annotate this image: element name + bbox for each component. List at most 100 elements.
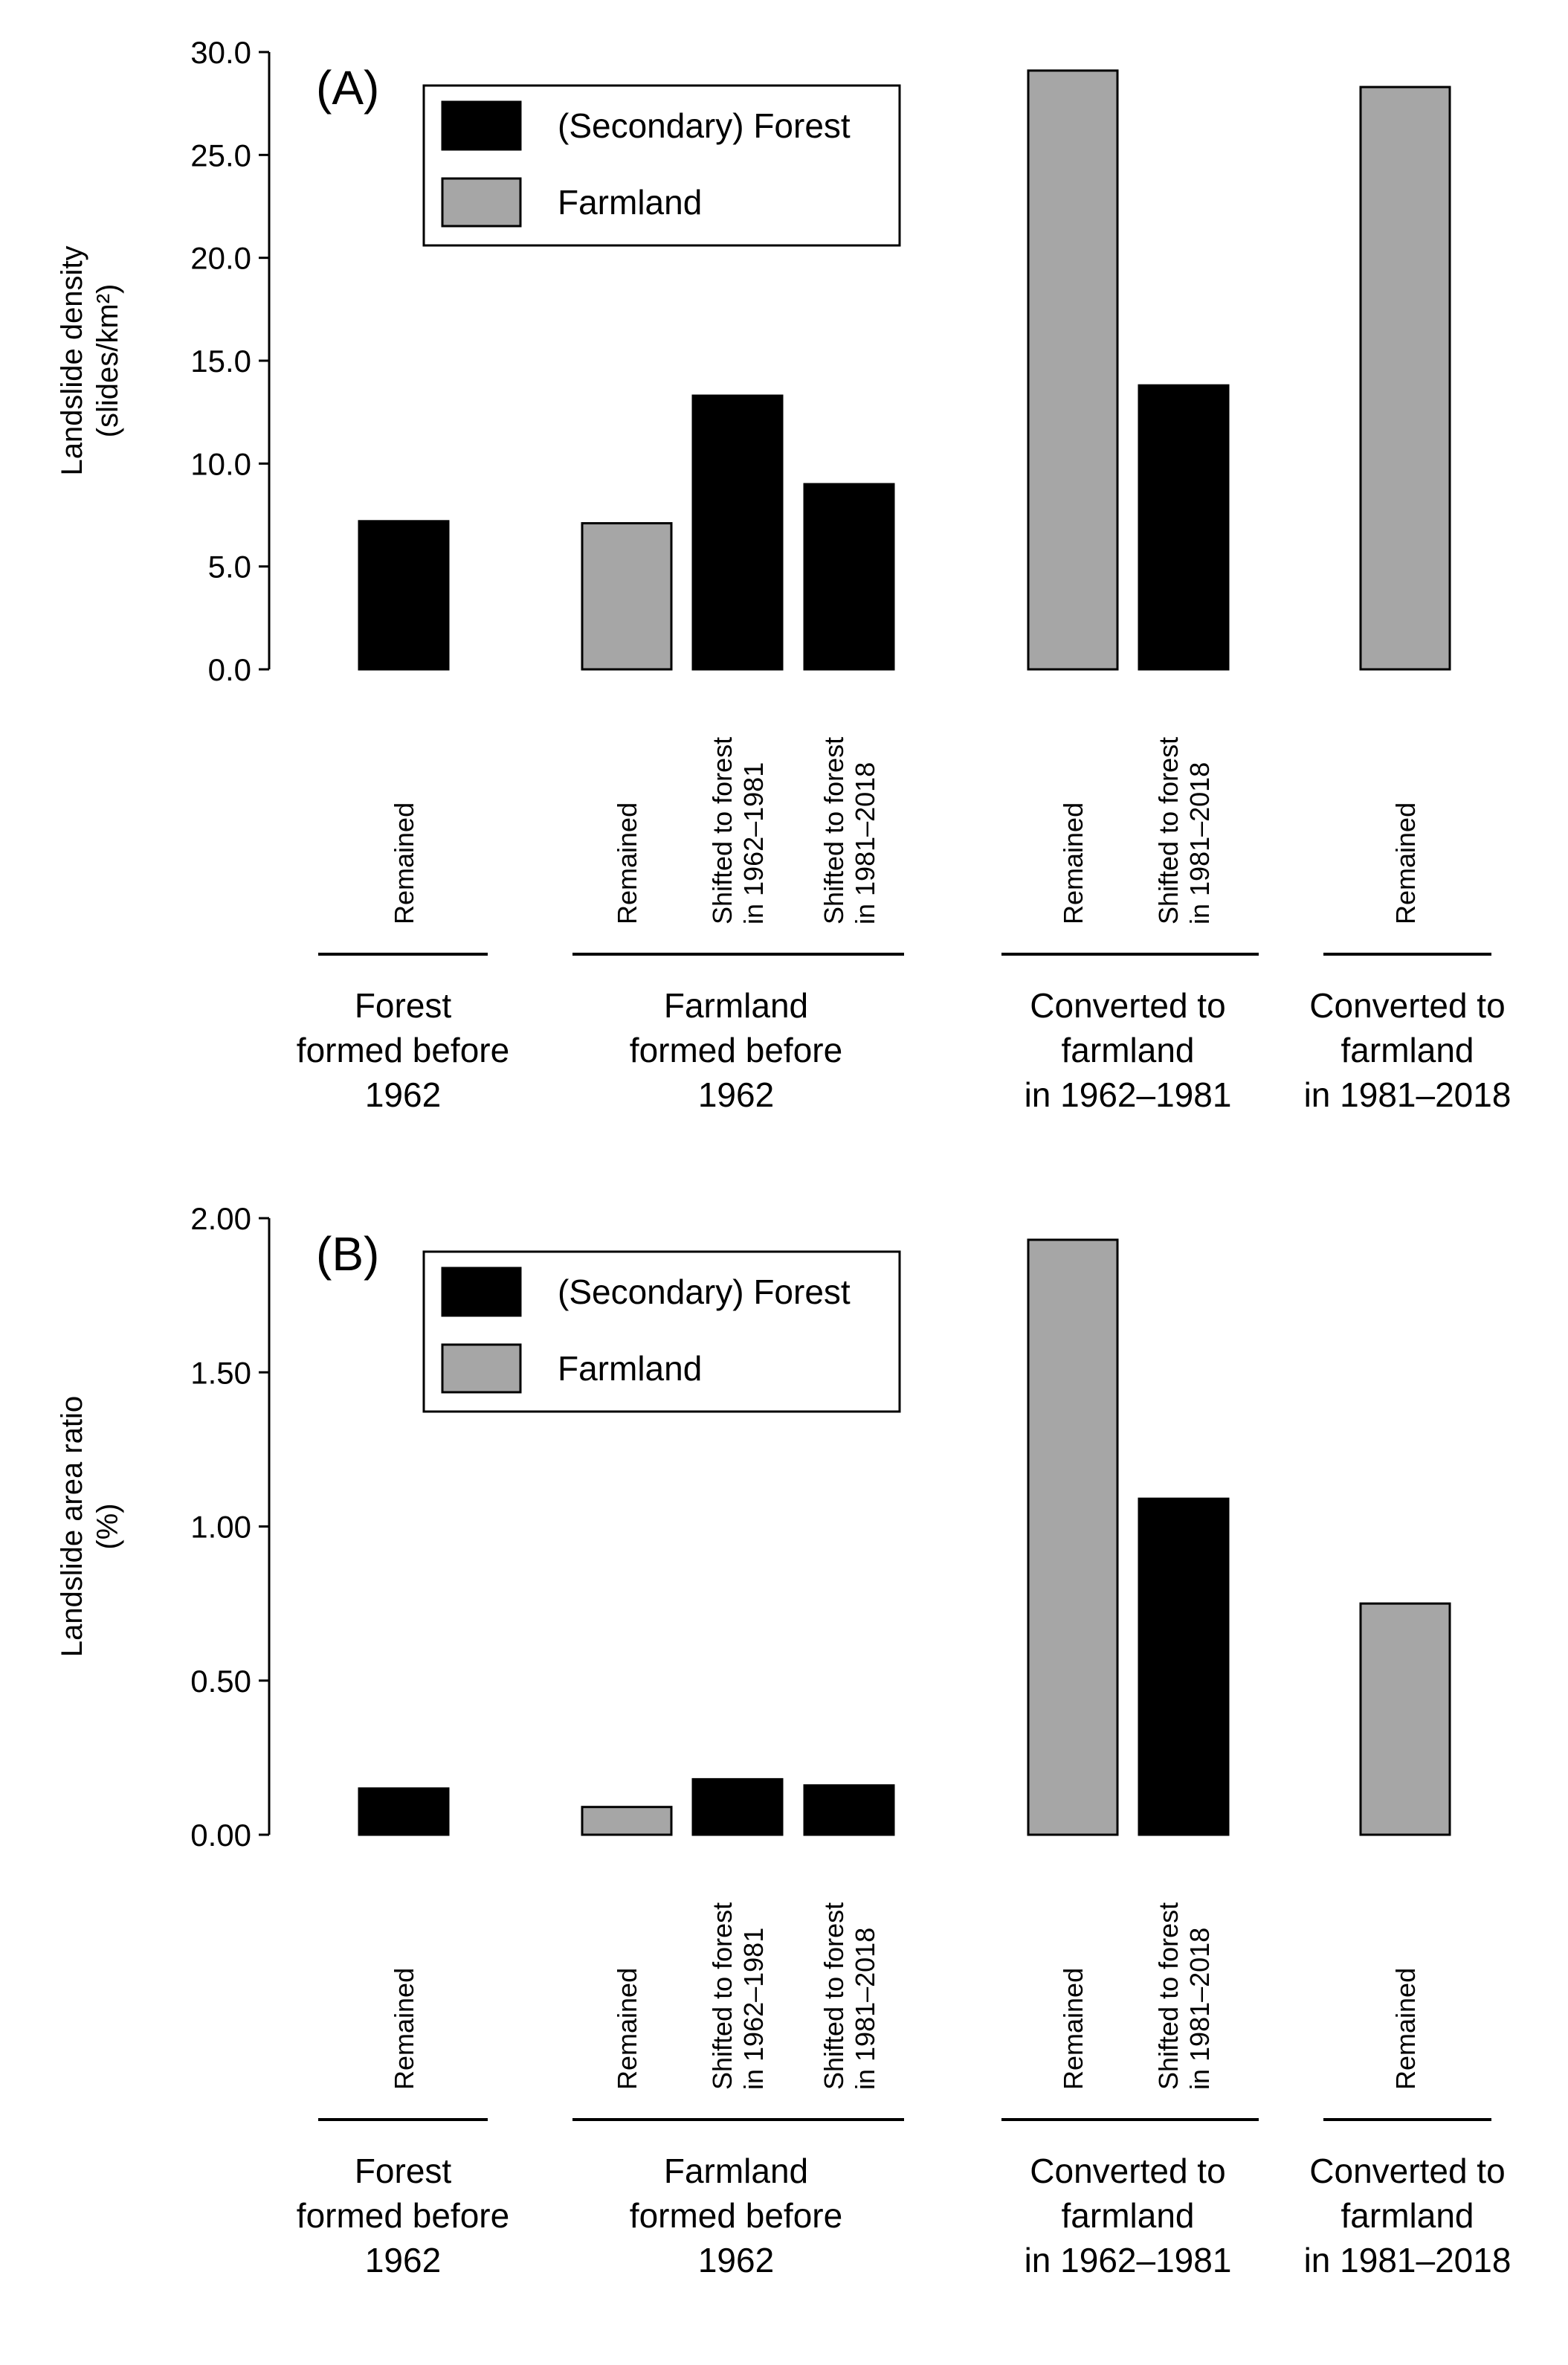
category-label-line: Shifted to forest	[1153, 737, 1184, 924]
y-tick-label: 1.00	[190, 1510, 251, 1545]
bar-farmland	[1027, 69, 1119, 671]
bar-farmland	[581, 1806, 673, 1836]
category-label: Remained	[389, 802, 419, 924]
bar-farmland	[1027, 1238, 1119, 1836]
category-label-line: Remained	[1390, 1968, 1421, 2090]
category-label: Remained	[612, 1968, 642, 2090]
category-label: Remained	[1390, 1968, 1421, 2090]
group-label-line: in 1962–1981	[1025, 1075, 1232, 1114]
bar-forest	[691, 394, 784, 671]
category-label: Shifted to forest in 1962–1981	[707, 1902, 769, 2090]
bar-forest	[358, 1787, 450, 1836]
category-label: Remained	[389, 1968, 419, 2090]
category-label-line: Shifted to forest	[707, 737, 738, 924]
legend-label-forest: (Secondary) Forest	[558, 106, 851, 145]
legend-label-farmland: Farmland	[558, 1349, 702, 1388]
bar-forest	[1138, 1497, 1230, 1836]
category-label-line: Shifted to forest	[1153, 1902, 1184, 2090]
y-tick-label: 2.00	[190, 1201, 251, 1236]
category-label-line: in 1981–2018	[1184, 1928, 1215, 2090]
category-label: Remained	[1390, 802, 1421, 924]
y-axis-title-line: (slides/km²)	[91, 284, 124, 438]
category-label-line: in 1962–1981	[738, 762, 769, 924]
group-label-line: formed before	[630, 2196, 842, 2235]
legend-swatch-farmland	[441, 177, 522, 228]
group-label-line: 1962	[365, 1075, 441, 1114]
category-label-line: Remained	[389, 1968, 419, 2090]
category-label-line: Remained	[1390, 802, 1421, 924]
group-label-line: 1962	[698, 1075, 774, 1114]
category-label-line: Remained	[612, 1968, 642, 2090]
y-axis-title-line: (%)	[91, 1503, 124, 1549]
group-label-line: farmland	[1062, 1031, 1195, 1069]
group-label-line: in 1962–1981	[1025, 2241, 1232, 2279]
category-label: Remained	[1058, 1968, 1088, 2090]
bar-farmland	[1359, 1602, 1451, 1836]
bar-farmland	[1359, 86, 1451, 671]
category-label-line: Remained	[1058, 802, 1088, 924]
legend-label-forest: (Secondary) Forest	[558, 1272, 851, 1311]
group-label-line: 1962	[365, 2241, 441, 2279]
category-label-line: Remained	[612, 802, 642, 924]
category-label-line: in 1981–2018	[1184, 762, 1215, 924]
group-label-line: Forest	[355, 986, 452, 1025]
group-label-line: Converted to	[1309, 2152, 1505, 2190]
category-label: Remained	[612, 802, 642, 924]
group-label-line: formed before	[297, 2196, 509, 2235]
category-label-line: in 1981–2018	[850, 1928, 880, 2090]
y-tick-label: 15.0	[190, 344, 251, 379]
group-label-line: farmland	[1062, 2196, 1195, 2235]
bar-forest	[358, 520, 450, 671]
category-label: Shifted to forest in 1981–2018	[1153, 737, 1215, 924]
y-tick-label: 0.50	[190, 1664, 251, 1699]
y-tick-label: 25.0	[190, 138, 251, 173]
bar-forest	[691, 1777, 784, 1836]
panel-label: (B)	[316, 1227, 379, 1281]
group-label-line: farmland	[1341, 2196, 1474, 2235]
legend-swatch-forest	[441, 1267, 522, 1317]
category-label-line: Remained	[1058, 1968, 1088, 2090]
y-tick-label: 0.00	[190, 1818, 251, 1853]
y-tick-label: 0.0	[208, 652, 251, 687]
category-label-line: in 1962–1981	[738, 1928, 769, 2090]
legend-swatch-farmland	[441, 1343, 522, 1394]
category-label: Shifted to forest in 1981–2018	[819, 737, 880, 924]
y-tick-label: 5.0	[208, 550, 251, 585]
y-axis-title: Landslide area ratio (%)	[56, 1396, 124, 1657]
group-label-line: Converted to	[1309, 986, 1505, 1025]
panel-label: (A)	[316, 61, 379, 115]
category-label: Shifted to forest in 1962–1981	[707, 737, 769, 924]
y-tick-label: 30.0	[190, 35, 251, 70]
y-axis-title: Landslide density (slides/km²)	[56, 245, 124, 475]
group-label-line: farmland	[1341, 1031, 1474, 1069]
category-label-line: Shifted to forest	[819, 1902, 849, 2090]
chart-panel-a: 0.0 5.0 10.0 15.0 20.0 25.0 30.0 Landslide dens…	[56, 35, 1511, 1114]
bar-forest	[1138, 384, 1230, 671]
group-label-line: Forest	[355, 2152, 452, 2190]
group-label-line: formed before	[630, 1031, 842, 1069]
group-label-line: 1962	[698, 2241, 774, 2279]
category-label-line: Shifted to forest	[819, 737, 849, 924]
category-label-line: Remained	[389, 802, 419, 924]
y-tick-label: 1.50	[190, 1355, 251, 1390]
group-label-line: formed before	[297, 1031, 509, 1069]
group-label-line: in 1981–2018	[1304, 1075, 1511, 1114]
category-label-line: in 1981–2018	[850, 762, 880, 924]
category-label: Shifted to forest in 1981–2018	[819, 1902, 880, 2090]
y-axis-title-line: Landslide density	[56, 245, 88, 475]
category-label: Shifted to forest in 1981–2018	[1153, 1902, 1215, 2090]
category-label: Remained	[1058, 802, 1088, 924]
bar-farmland	[581, 522, 673, 671]
legend-label-farmland: Farmland	[558, 183, 702, 222]
legend: (Secondary) Forest Farmland	[422, 84, 901, 247]
group-label-line: Farmland	[664, 986, 808, 1025]
group-label-line: Farmland	[664, 2152, 808, 2190]
group-label-line: Converted to	[1030, 986, 1225, 1025]
chart-panel-b: 0.00 0.50 1.00 1.50 2.00 Landslide area ratio…	[56, 1201, 1511, 2279]
y-axis-title-line: Landslide area ratio	[56, 1396, 88, 1657]
bar-forest	[803, 1784, 895, 1836]
legend-swatch-forest	[441, 100, 522, 151]
category-label-line: Shifted to forest	[707, 1902, 738, 2090]
group-label-line: in 1981–2018	[1304, 2241, 1511, 2279]
